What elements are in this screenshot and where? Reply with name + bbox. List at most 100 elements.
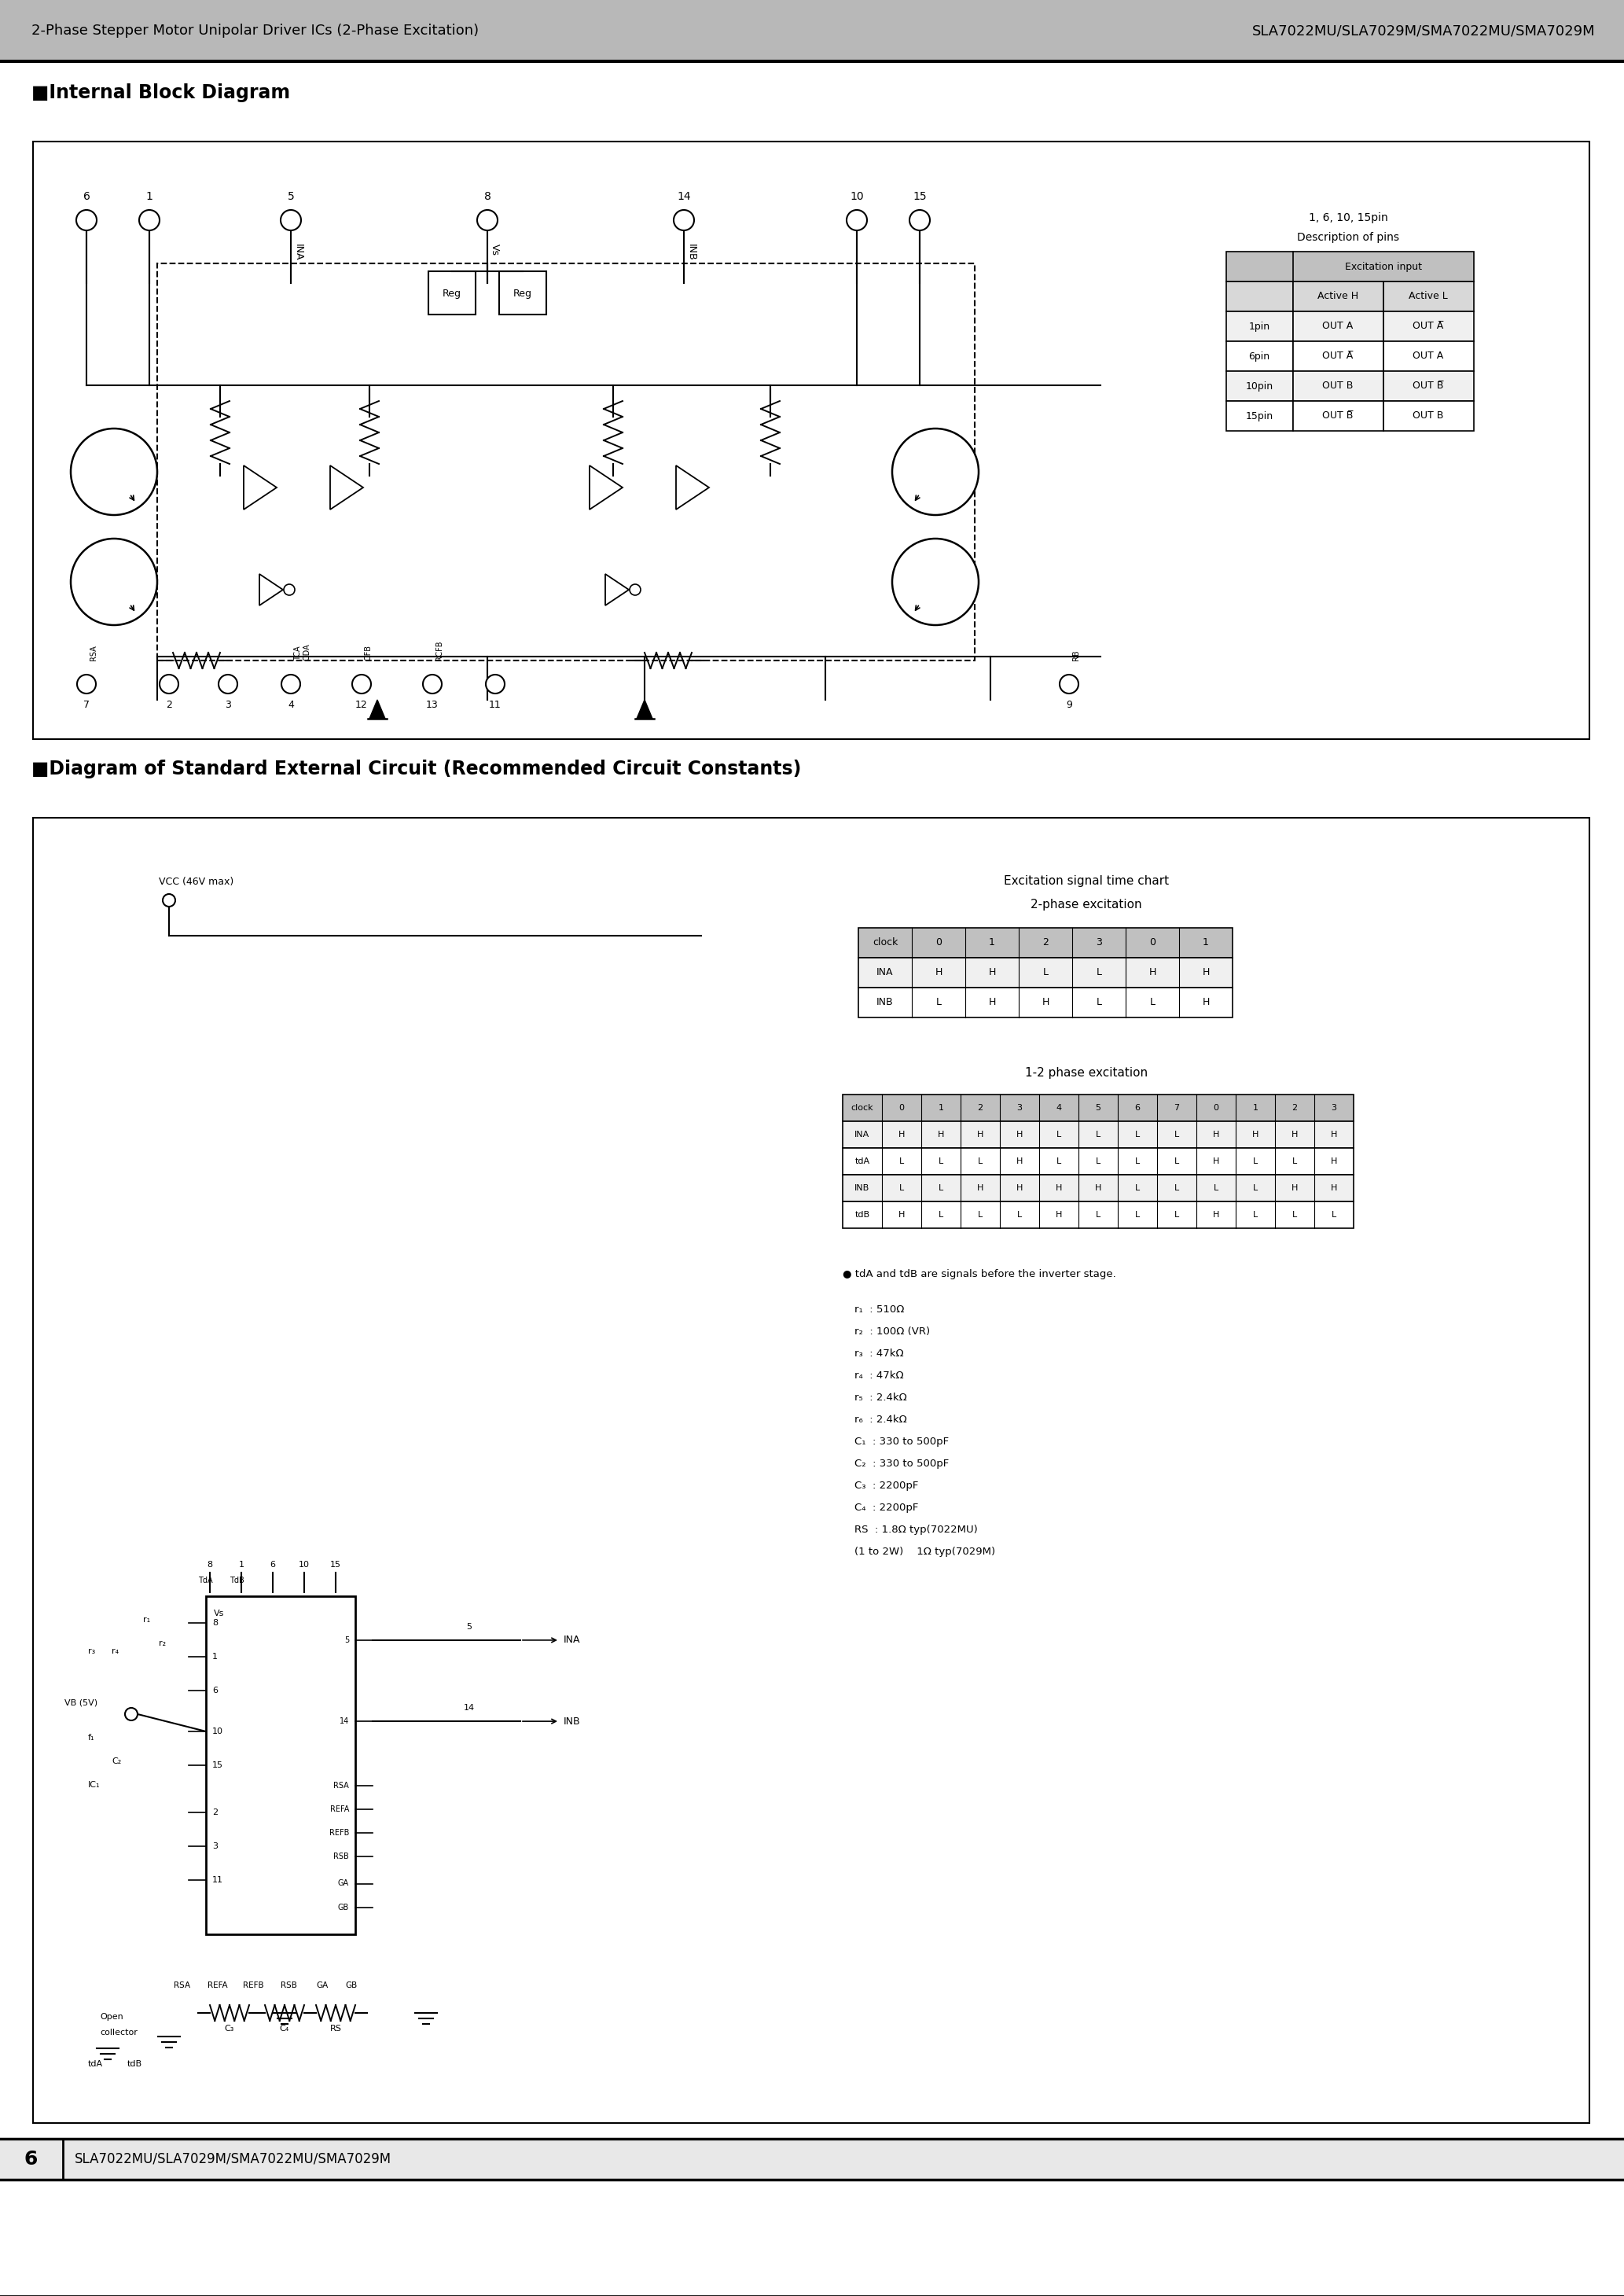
- Text: 14: 14: [677, 191, 690, 202]
- Text: 12: 12: [356, 700, 367, 709]
- Text: OUT A̅: OUT A̅: [1413, 321, 1444, 331]
- Text: L: L: [1096, 996, 1101, 1008]
- Polygon shape: [676, 466, 710, 510]
- Text: L: L: [1017, 1210, 1021, 1219]
- Text: 6: 6: [1135, 1104, 1140, 1111]
- Text: 2: 2: [978, 1104, 983, 1111]
- Circle shape: [284, 583, 296, 595]
- Text: L: L: [978, 1210, 983, 1219]
- Text: GA: GA: [338, 1880, 349, 1887]
- Polygon shape: [260, 574, 283, 606]
- Text: clock: clock: [851, 1104, 874, 1111]
- Text: 11: 11: [489, 700, 502, 709]
- Text: L: L: [1135, 1130, 1140, 1139]
- Text: OUT B: OUT B: [1322, 381, 1353, 390]
- Text: L: L: [1096, 1157, 1101, 1166]
- Text: tdB: tdB: [127, 2060, 143, 2069]
- Text: 2: 2: [213, 1809, 218, 1816]
- Text: L: L: [1056, 1130, 1060, 1139]
- Text: REFA: REFA: [208, 1981, 227, 1988]
- Text: RSA: RSA: [333, 1782, 349, 1789]
- Text: INA: INA: [854, 1130, 870, 1139]
- Text: 1: 1: [989, 937, 996, 948]
- Bar: [32, 142, 1590, 739]
- Text: 2: 2: [1291, 1104, 1298, 1111]
- Text: L: L: [1174, 1130, 1179, 1139]
- Text: r₃: r₃: [88, 1646, 96, 1655]
- Text: H: H: [1202, 967, 1210, 978]
- Text: Vs: Vs: [214, 1609, 224, 1619]
- Text: H: H: [1041, 996, 1049, 1008]
- Text: H: H: [978, 1130, 984, 1139]
- Text: 7: 7: [1174, 1104, 1179, 1111]
- Bar: [1384, 402, 1475, 432]
- Text: IC₁: IC₁: [88, 1782, 101, 1789]
- Circle shape: [486, 675, 505, 693]
- Text: 15pin: 15pin: [1246, 411, 1273, 420]
- Text: 10pin: 10pin: [1246, 381, 1273, 390]
- Bar: [859, 928, 1233, 957]
- Text: r₁: r₁: [143, 1616, 151, 1623]
- Bar: [1226, 282, 1293, 312]
- Text: INA: INA: [877, 967, 893, 978]
- Polygon shape: [244, 466, 276, 510]
- Bar: [843, 1120, 1353, 1148]
- Bar: [1384, 282, 1475, 312]
- Circle shape: [71, 429, 158, 514]
- Text: H: H: [1017, 1157, 1023, 1166]
- Text: H: H: [1202, 996, 1210, 1008]
- Bar: [843, 1095, 1353, 1120]
- Text: INB: INB: [564, 1715, 581, 1727]
- Bar: [1384, 372, 1475, 402]
- Text: RSB: RSB: [281, 1981, 297, 1988]
- Polygon shape: [590, 466, 622, 510]
- Text: f₁: f₁: [88, 1733, 94, 1743]
- Text: OUT A: OUT A: [1413, 351, 1444, 360]
- Circle shape: [159, 675, 179, 693]
- Circle shape: [909, 209, 931, 230]
- Text: Reg: Reg: [513, 289, 533, 298]
- Text: OUT A: OUT A: [1322, 321, 1353, 331]
- Circle shape: [846, 209, 867, 230]
- Text: 6: 6: [83, 191, 89, 202]
- Text: C₂: C₂: [112, 1756, 122, 1766]
- Circle shape: [422, 675, 442, 693]
- Text: 5: 5: [1095, 1104, 1101, 1111]
- Text: INB: INB: [687, 243, 697, 262]
- Bar: [429, 271, 476, 315]
- Text: VCC (46V max): VCC (46V max): [159, 877, 234, 886]
- Bar: [843, 1148, 1353, 1176]
- Bar: [843, 1201, 1353, 1228]
- Text: 8: 8: [208, 1561, 213, 1568]
- Text: H: H: [1056, 1210, 1062, 1219]
- Text: 9: 9: [1065, 700, 1072, 709]
- Text: 11: 11: [213, 1876, 222, 1885]
- Text: C₃  : 2200pF: C₃ : 2200pF: [854, 1481, 919, 1490]
- Bar: [1293, 402, 1384, 432]
- Text: 6: 6: [270, 1561, 276, 1568]
- Text: TdA: TdA: [198, 1577, 213, 1584]
- Text: H: H: [1095, 1185, 1101, 1192]
- Text: RB: RB: [1072, 650, 1080, 661]
- Text: 6: 6: [24, 2149, 37, 2170]
- Text: L: L: [1135, 1157, 1140, 1166]
- Text: collector: collector: [99, 2030, 138, 2037]
- Text: H: H: [1017, 1185, 1023, 1192]
- Text: Description of pins: Description of pins: [1298, 232, 1400, 243]
- Bar: [1293, 312, 1384, 342]
- Text: 1-2 phase excitation: 1-2 phase excitation: [1025, 1068, 1148, 1079]
- Text: C₄  : 2200pF: C₄ : 2200pF: [854, 1502, 919, 1513]
- Text: Reg: Reg: [443, 289, 461, 298]
- Circle shape: [674, 209, 693, 230]
- Text: ■Internal Block Diagram: ■Internal Block Diagram: [31, 83, 291, 103]
- Text: C₃: C₃: [224, 2025, 234, 2032]
- Text: 14: 14: [339, 1717, 349, 1724]
- Text: 1: 1: [146, 191, 153, 202]
- Bar: [32, 817, 1590, 2124]
- Bar: [1384, 342, 1475, 372]
- Text: GA: GA: [317, 1981, 328, 1988]
- Bar: [1226, 312, 1293, 342]
- Text: 6pin: 6pin: [1249, 351, 1270, 360]
- Text: L: L: [1043, 967, 1047, 978]
- Text: 3: 3: [1332, 1104, 1337, 1111]
